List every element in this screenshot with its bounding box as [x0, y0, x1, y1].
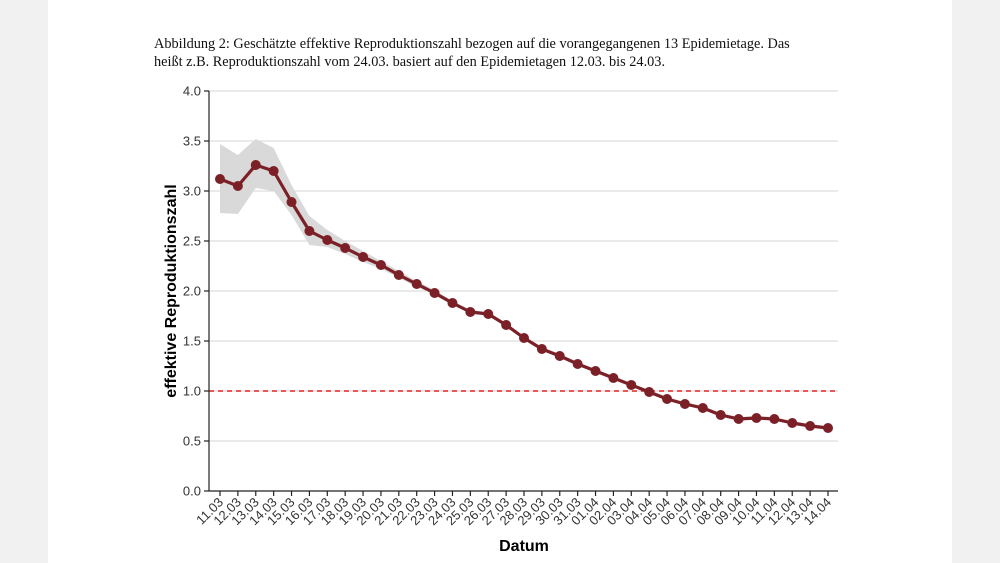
data-point: [465, 307, 476, 317]
x-tick-labels: 11.0312.0313.0314.0315.0316.0317.0318.03…: [193, 495, 834, 529]
data-point: [751, 413, 762, 423]
data-point: [286, 197, 297, 207]
caption-line-1: Abbildung 2: Geschätzte effektive Reprod…: [154, 36, 790, 52]
data-point: [554, 351, 565, 361]
data-point: [644, 387, 655, 397]
data-point: [787, 418, 798, 428]
data-point: [375, 260, 386, 270]
y-tick-label: 3.5: [183, 134, 201, 149]
data-point: [679, 399, 690, 409]
data-point: [411, 279, 422, 289]
data-point: [268, 166, 279, 176]
y-tick-labels: 0.0 0.5 1.0 1.5 2.0 2.5 3.0 3.5 4.0: [183, 84, 201, 499]
confidence-band: [220, 139, 828, 429]
y-tick-label: 4.0: [183, 84, 201, 99]
data-point: [662, 394, 673, 404]
data-point: [429, 288, 440, 298]
document-page: Abbildung 2: Geschätzte effektive Reprod…: [48, 0, 952, 563]
y-axis-title: effektive Reproduktionszahl: [163, 184, 180, 397]
data-point: [340, 243, 351, 253]
grid-lines: [209, 90, 838, 492]
y-tick-label: 3.0: [183, 184, 201, 199]
data-point: [447, 298, 458, 308]
data-point: [304, 226, 315, 236]
y-tick-label: 2.5: [183, 234, 201, 249]
y-tick-label: 1.5: [183, 334, 201, 349]
data-point: [608, 373, 619, 383]
data-point: [483, 309, 494, 319]
data-point: [536, 344, 547, 354]
y-tick-label: 0.0: [183, 484, 201, 499]
data-point: [393, 270, 404, 280]
data-point: [501, 320, 512, 330]
data-point: [572, 359, 583, 369]
series-points: [215, 160, 833, 433]
data-point: [250, 160, 261, 170]
data-point: [519, 333, 529, 343]
data-point: [590, 366, 601, 376]
series-line-path: [219, 163, 829, 430]
y-tick-label: 2.0: [183, 284, 201, 299]
data-point: [215, 174, 225, 184]
data-point: [769, 414, 780, 424]
data-point: [626, 380, 637, 390]
data-point: [733, 414, 744, 424]
data-point: [322, 235, 333, 245]
figure-caption: Abbildung 2: Geschätzte effektive Reprod…: [154, 35, 854, 71]
caption-line-2: heißt z.B. Reproduktionszahl vom 24.03. …: [154, 54, 666, 70]
data-point: [232, 181, 243, 191]
data-point: [697, 403, 708, 413]
data-point: [358, 252, 369, 262]
confidence-band-area: [220, 139, 828, 429]
data-point: [805, 421, 816, 431]
y-tick-label: 1.0: [183, 384, 201, 399]
x-axis-title: Datum: [499, 538, 549, 555]
data-point: [823, 423, 833, 433]
y-tick-label: 0.5: [183, 434, 201, 449]
data-point: [715, 410, 726, 420]
series-line: [219, 163, 829, 430]
axes: [204, 90, 838, 496]
